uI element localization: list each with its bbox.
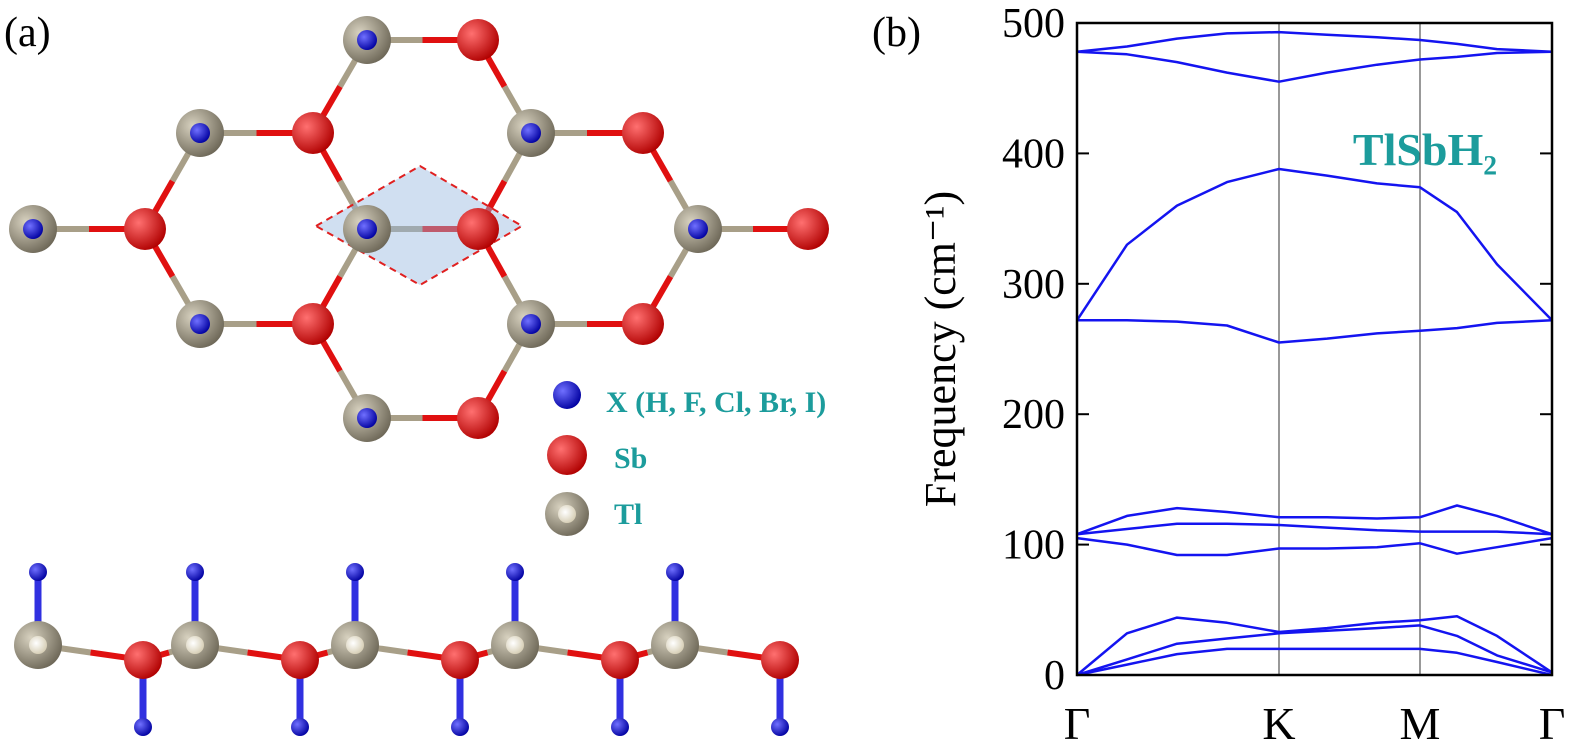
x-atom: [190, 314, 210, 334]
unit-cell: [313, 164, 524, 287]
y-tick-label: 500: [1002, 1, 1065, 47]
sb-atom: [457, 19, 499, 61]
y-tick-label: 200: [1002, 392, 1065, 438]
x-atom: [186, 563, 204, 581]
tl-core: [666, 636, 684, 654]
x-atom: [134, 718, 152, 736]
x-tick-label: Γ: [1539, 698, 1566, 749]
x-atom: [451, 718, 469, 736]
band: [1076, 50, 1553, 83]
band: [1076, 647, 1553, 677]
plot: 0 100 200 300 400 500 Γ K M Γ: [1002, 1, 1565, 749]
legend-text: Tl: [614, 498, 642, 531]
legend-icon: [558, 505, 576, 523]
panel-label: (b): [872, 10, 921, 56]
annotation: TlSbH₂: [1353, 124, 1497, 175]
plot-frame: [1075, 21, 1554, 677]
sb-atom: [281, 641, 319, 679]
x-atom: [346, 563, 364, 581]
legend-icon: [553, 381, 581, 409]
x-tick-label: M: [1400, 698, 1441, 749]
sb-atom: [622, 303, 664, 345]
band: [1076, 536, 1553, 557]
band: [1076, 504, 1553, 536]
panel-label: (a): [4, 10, 51, 56]
sb-atom: [601, 641, 639, 679]
x-atom: [357, 30, 377, 50]
x-atom: [521, 314, 541, 334]
x-atom: [357, 219, 377, 239]
x-atom: [23, 219, 43, 239]
x-atom: [611, 718, 629, 736]
band: [1076, 624, 1553, 677]
sb-atom: [292, 303, 334, 345]
band: [1076, 30, 1553, 53]
sb-atom: [457, 397, 499, 439]
x-atom: [357, 408, 377, 428]
band: [1077, 319, 1553, 344]
tl-core: [506, 636, 524, 654]
x-atom: [291, 718, 309, 736]
sb-atom: [622, 112, 664, 154]
sb-atom: [441, 641, 479, 679]
y-tick-label: 300: [1002, 262, 1065, 308]
x-atom: [771, 718, 789, 736]
x-tick-label: K: [1262, 698, 1295, 749]
x-atom: [29, 563, 47, 581]
sb-atom: [292, 112, 334, 154]
tl-core: [29, 636, 47, 654]
y-tick-label: 0: [1044, 653, 1065, 699]
tl-core: [186, 636, 204, 654]
band: [1076, 522, 1553, 536]
sb-atom: [124, 208, 166, 250]
x-atom: [506, 563, 524, 581]
legend-text: X (H, F, Cl, Br, I): [606, 386, 826, 419]
x-atom: [521, 123, 541, 143]
band: [1075, 167, 1553, 322]
sb-atom: [124, 641, 162, 679]
sb-atom: [761, 641, 799, 679]
legend-icon: [547, 435, 587, 475]
x-atom: [688, 219, 708, 239]
tl-core: [346, 636, 364, 654]
band: [1076, 615, 1553, 676]
sb-atom: [787, 208, 829, 250]
x-tick-label: Γ: [1064, 698, 1091, 749]
y-tick-label: 100: [1002, 523, 1065, 569]
y-axis-label: Frequency (cm⁻¹): [916, 191, 965, 507]
sb-atom: [457, 208, 499, 250]
x-atom: [190, 123, 210, 143]
legend-text: Sb: [614, 442, 647, 475]
y-tick-label: 400: [1002, 131, 1065, 177]
structure: [9, 16, 829, 736]
x-atom: [666, 563, 684, 581]
